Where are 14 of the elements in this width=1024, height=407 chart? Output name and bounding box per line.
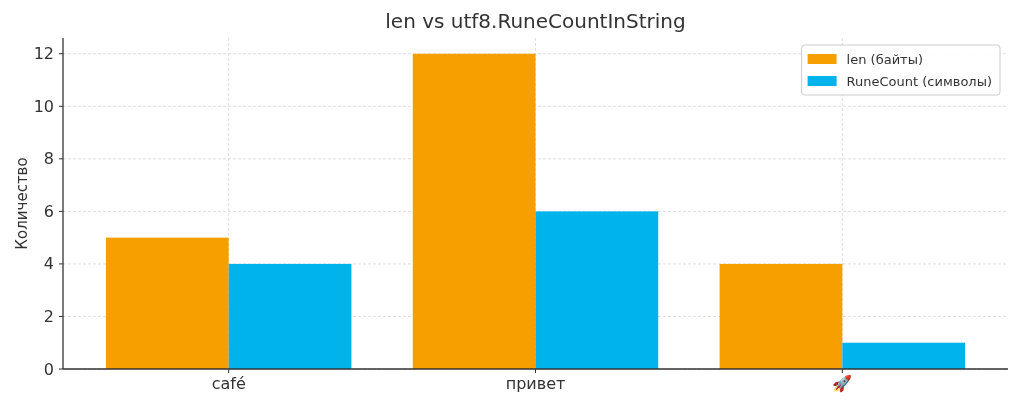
y-tick-label: 8 — [43, 149, 54, 169]
y-tick-label: 0 — [43, 359, 54, 379]
y-tick-label: 4 — [43, 254, 54, 274]
y-axis-title: Количество — [13, 157, 31, 250]
y-tick-label: 2 — [43, 306, 54, 326]
x-tick-label: café — [211, 374, 246, 393]
chart-title: len vs utf8.RuneCountInString — [385, 9, 686, 33]
y-tick-label: 6 — [43, 201, 54, 221]
x-tick-label: привет — [505, 374, 566, 393]
x-tick-label: 🚀 — [832, 374, 853, 393]
legend-label: len (байты) — [846, 51, 923, 67]
legend-label: RuneCount (символы) — [846, 73, 992, 89]
y-tick-label: 10 — [33, 96, 54, 116]
y-tick-label: 12 — [33, 44, 54, 64]
